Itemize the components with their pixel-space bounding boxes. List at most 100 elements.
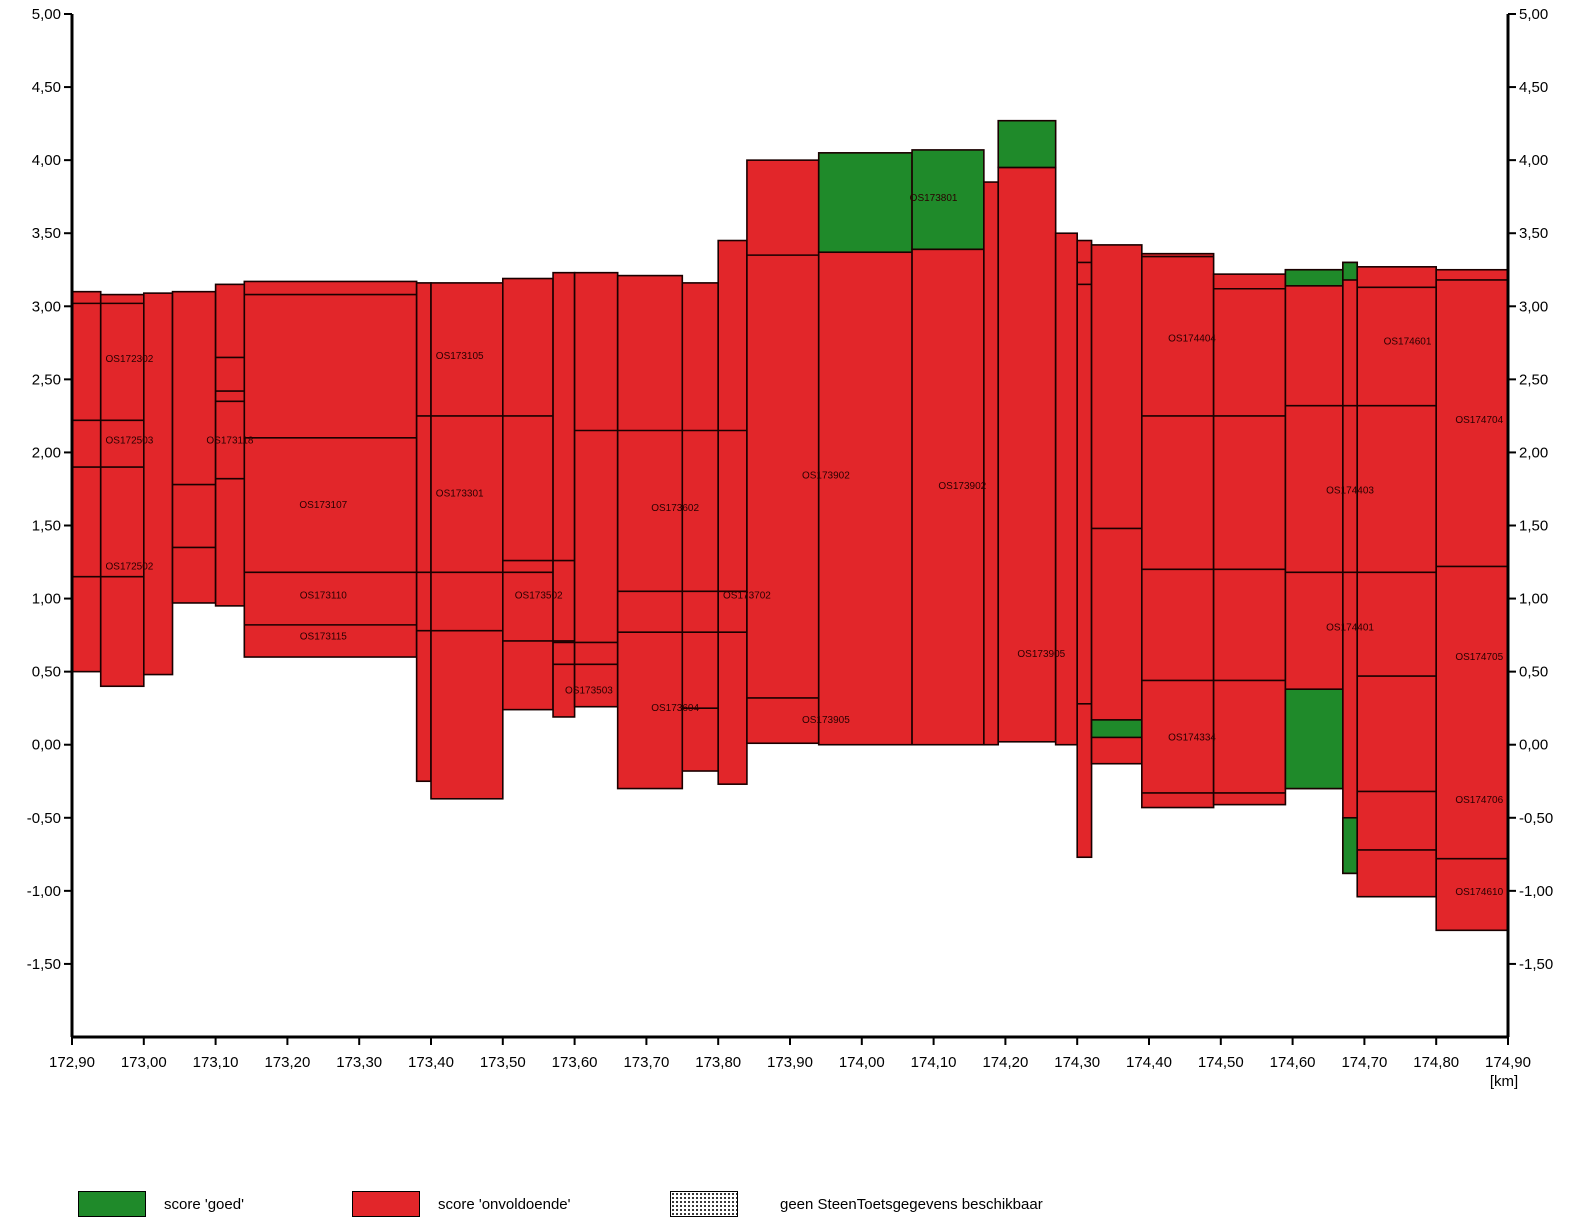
section-label-6: OS173301 [436,488,484,499]
segment-onvoldoende-24 [1090,244,1143,765]
y-tick-label-left: 1,50 [32,518,61,535]
x-tick-label: 172,90 [49,1054,95,1071]
y-tick-label-left: 3,50 [32,225,61,242]
segment-goed-32 [1342,816,1359,875]
legend-item-goed: score 'goed' [78,1190,244,1218]
y-tick-label-left: 5,00 [32,6,61,23]
segment-onvoldoende-34 [1356,266,1437,898]
x-tick-label: 173,40 [408,1054,454,1071]
legend-swatch-onvoldoende [352,1191,420,1217]
y-tick-label-right: 3,00 [1519,298,1548,315]
section-label-13: OS173604 [651,703,699,714]
x-tick-label: 174,70 [1341,1054,1387,1071]
y-tick-label-left: -0,50 [27,810,61,827]
segment-onvoldoende-8 [501,277,554,711]
y-tick-label-right: 1,00 [1519,591,1548,608]
x-tick-label: 173,30 [336,1054,382,1071]
section-label-20: OS174601 [1384,336,1432,347]
y-tick-label-right: 2,50 [1519,371,1548,388]
y-tick-label-right: 0,50 [1519,664,1548,681]
segment-goed-16 [817,152,913,254]
x-tick-label: 174,30 [1054,1054,1100,1071]
section-label-0: OS172302 [106,354,154,365]
x-tick-label: 174,00 [839,1054,885,1071]
x-tick-label: 173,60 [552,1054,598,1071]
segments-layer [71,119,1509,932]
segment-goed-29 [1284,688,1344,790]
segment-onvoldoende-20 [997,166,1057,743]
section-label-2: OS172502 [106,561,154,572]
segment-onvoldoende-27 [1212,273,1287,806]
y-tick-label-right: 5,00 [1519,6,1548,23]
segment-onvoldoende-31 [1342,261,1359,875]
segment-goed-18 [911,149,985,251]
segment-onvoldoende-7 [430,282,504,800]
y-tick-label-right: 0,00 [1519,737,1548,754]
x-tick-label: 174,20 [982,1054,1028,1071]
y-tick-label-right: 4,00 [1519,152,1548,169]
x-tick-label: 174,60 [1270,1054,1316,1071]
x-tick-label: 174,50 [1198,1054,1244,1071]
section-label-18: OS173905 [1017,649,1065,660]
section-label-24: OS174705 [1455,652,1503,663]
section-label-25: OS174334 [1168,732,1216,743]
segment-onvoldoende-1 [99,293,145,688]
y-tick-label-left: 1,00 [32,591,61,608]
x-tick-label: 174,10 [911,1054,957,1071]
section-label-8: OS173115 [300,631,348,642]
section-label-12: OS173702 [723,591,771,602]
boundaries-layer [72,254,1508,860]
section-labels-layer: OS172302 OS172503 OS172502 OS173118 OS173105… [106,193,1504,898]
section-label-5: OS173107 [299,500,347,511]
y-tick-label-right: 2,00 [1519,444,1548,461]
segment-goed-33 [1342,261,1359,281]
x-tick-label: 173,80 [695,1054,741,1071]
segment-onvoldoende-13 [717,239,748,785]
section-label-10: OS173503 [565,686,613,697]
x-tick-label: 173,20 [264,1054,310,1071]
x-tick-label: 174,40 [1126,1054,1172,1071]
segment-onvoldoende-2 [143,292,174,676]
segment-onvoldoende-10 [573,271,619,708]
y-tick-label-right: 3,50 [1519,225,1548,242]
section-label-26: OS174706 [1455,795,1503,806]
section-label-21: OS174704 [1455,415,1503,426]
y-tick-label-left: 3,00 [32,298,61,315]
section-label-27: OS174610 [1455,887,1503,898]
section-label-19: OS174404 [1168,333,1216,344]
y-tick-label-left: 0,00 [32,737,61,754]
y-tick-label-right: 4,50 [1519,79,1548,96]
segment-onvoldoende-12 [681,282,719,772]
legend-swatch-goed [78,1191,146,1217]
segment-onvoldoende-15 [817,251,913,746]
legend-label-no-data: geen SteenToetsgegevens beschikbaar [780,1195,1043,1213]
segment-onvoldoende-6 [415,282,432,783]
section-label-22: OS174403 [1326,485,1374,496]
section-label-15: OS173905 [802,715,850,726]
x-tick-label: 173,10 [193,1054,239,1071]
segment-onvoldoende-5 [243,280,418,658]
y-tick-label-left: 2,50 [32,371,61,388]
segment-goed-25 [1090,719,1143,739]
segment-onvoldoende-3 [171,290,217,604]
segment-onvoldoende-9 [552,271,576,718]
x-axis-label: [km] [1490,1073,1518,1090]
section-label-16: OS173801 [910,193,958,204]
segment-onvoldoende-17 [911,248,985,746]
legend-item-onvoldoende: score 'onvoldoende' [352,1190,571,1218]
x-tick-label: 174,80 [1413,1054,1459,1071]
section-label-11: OS173602 [651,503,699,514]
segment-goed-30 [1284,268,1344,287]
legend-label-goed: score 'goed' [164,1195,244,1213]
segment-onvoldoende-11 [616,274,684,790]
segment-onvoldoende-22 [1054,232,1079,746]
axes-layer: 5,00 4,50 4,00 3,50 3,00 2,50 2,00 1,50 1,00 0,50… [27,6,1553,1071]
y-tick-label-left: 2,00 [32,444,61,461]
section-label-1: OS172503 [106,436,154,447]
legend-label-onvoldoende: score 'onvoldoende' [438,1195,571,1213]
legend-swatch-no-data [670,1191,738,1217]
y-tick-label-right: -1,50 [1519,956,1553,973]
y-tick-label-left: -1,00 [27,883,61,900]
section-label-14: OS173902 [802,471,850,482]
y-tick-label-right: 1,50 [1519,518,1548,535]
